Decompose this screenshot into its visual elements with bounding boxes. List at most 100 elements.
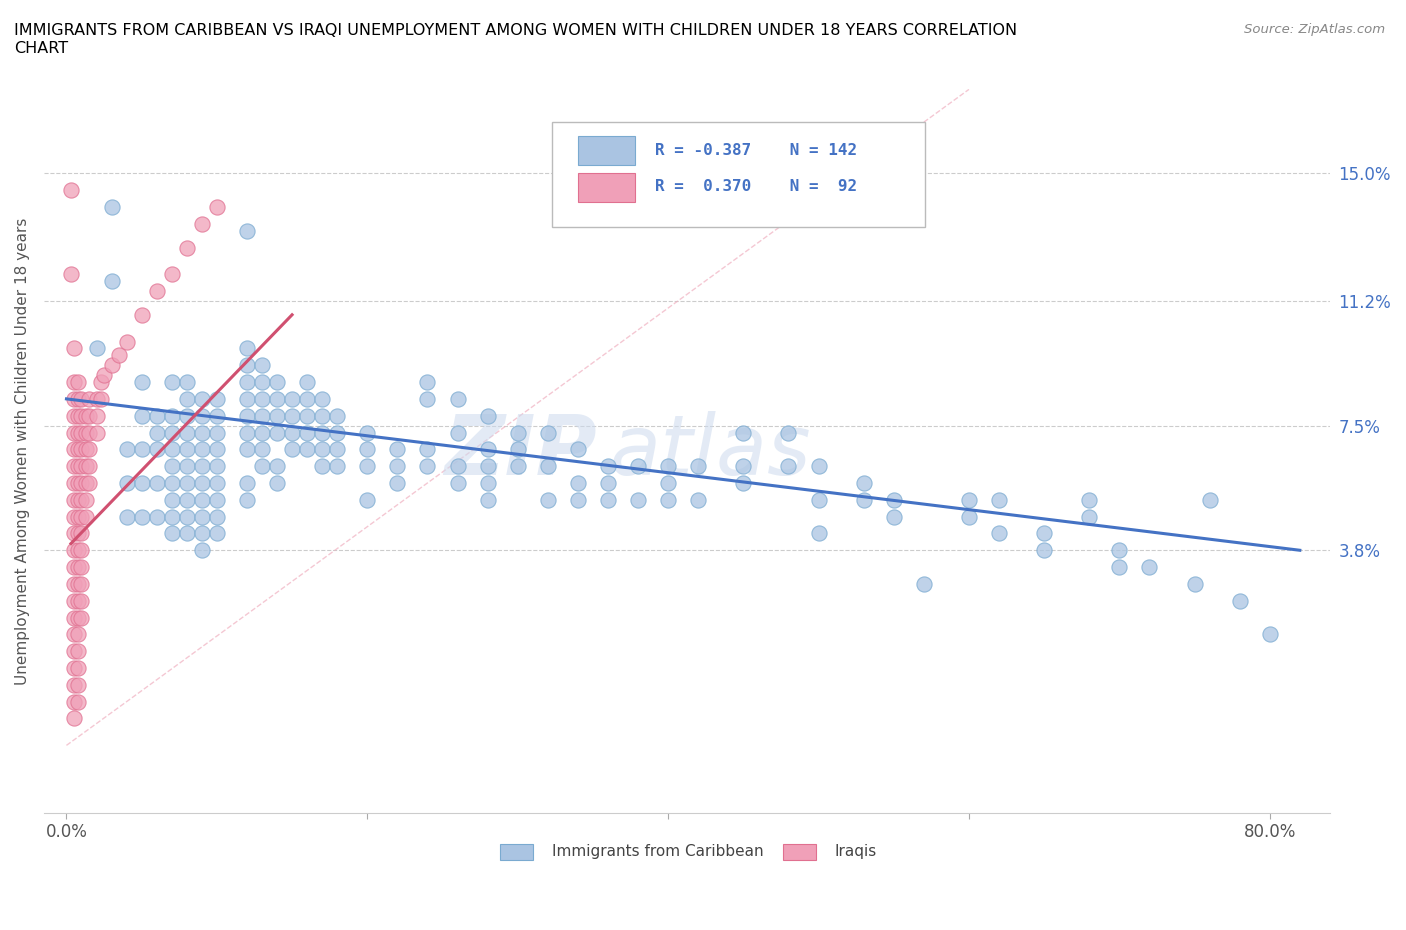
Point	[1033, 543, 1056, 558]
Point	[883, 492, 905, 507]
Point	[236, 392, 259, 406]
Point	[311, 408, 333, 423]
Point	[77, 442, 100, 457]
Point	[77, 458, 100, 473]
Point	[446, 475, 468, 490]
Point	[807, 492, 830, 507]
Point	[160, 408, 183, 423]
Point	[387, 475, 409, 490]
Point	[356, 425, 378, 440]
Point	[63, 526, 86, 541]
Point	[250, 458, 273, 473]
Point	[176, 492, 198, 507]
Point	[326, 442, 349, 457]
Point	[988, 526, 1011, 541]
Point	[70, 560, 93, 575]
Point	[131, 475, 153, 490]
Point	[131, 307, 153, 322]
Text: Immigrants from Caribbean: Immigrants from Caribbean	[553, 844, 763, 859]
Point	[63, 644, 86, 658]
Point	[90, 375, 112, 390]
Y-axis label: Unemployment Among Women with Children Under 18 years: Unemployment Among Women with Children U…	[15, 218, 30, 684]
Point	[63, 560, 86, 575]
Point	[387, 442, 409, 457]
Point	[477, 475, 499, 490]
Point	[250, 442, 273, 457]
Point	[70, 408, 93, 423]
Point	[75, 475, 97, 490]
Point	[627, 458, 650, 473]
Point	[75, 510, 97, 525]
Point	[67, 660, 90, 675]
Point	[176, 458, 198, 473]
Point	[416, 392, 439, 406]
Point	[1229, 593, 1251, 608]
Point	[75, 458, 97, 473]
Point	[627, 492, 650, 507]
Point	[63, 475, 86, 490]
Point	[67, 442, 90, 457]
Point	[688, 492, 710, 507]
Point	[70, 492, 93, 507]
Point	[67, 560, 90, 575]
Point	[160, 458, 183, 473]
Point	[988, 492, 1011, 507]
Point	[446, 392, 468, 406]
Point	[63, 610, 86, 625]
Point	[75, 442, 97, 457]
Text: IMMIGRANTS FROM CARIBBEAN VS IRAQI UNEMPLOYMENT AMONG WOMEN WITH CHILDREN UNDER : IMMIGRANTS FROM CARIBBEAN VS IRAQI UNEMP…	[14, 23, 1017, 56]
Point	[131, 408, 153, 423]
Point	[191, 217, 214, 232]
Point	[1033, 526, 1056, 541]
Point	[778, 425, 800, 440]
Point	[176, 375, 198, 390]
Point	[236, 425, 259, 440]
Point	[191, 526, 214, 541]
Point	[86, 341, 108, 356]
Point	[326, 408, 349, 423]
Point	[70, 526, 93, 541]
Point	[1078, 492, 1101, 507]
Point	[75, 492, 97, 507]
Point	[236, 375, 259, 390]
Point	[537, 458, 560, 473]
Point	[160, 475, 183, 490]
Point	[266, 375, 288, 390]
Point	[145, 442, 167, 457]
Point	[326, 458, 349, 473]
Point	[100, 200, 122, 215]
Point	[205, 526, 228, 541]
Point	[1108, 543, 1130, 558]
Point	[160, 375, 183, 390]
Text: Source: ZipAtlas.com: Source: ZipAtlas.com	[1244, 23, 1385, 36]
Point	[63, 627, 86, 642]
Point	[1078, 510, 1101, 525]
Point	[733, 425, 755, 440]
Point	[145, 475, 167, 490]
Point	[176, 408, 198, 423]
Point	[63, 660, 86, 675]
Point	[191, 458, 214, 473]
Point	[70, 425, 93, 440]
Point	[205, 392, 228, 406]
Point	[191, 408, 214, 423]
Point	[131, 375, 153, 390]
Point	[63, 458, 86, 473]
Point	[63, 711, 86, 726]
Point	[63, 510, 86, 525]
Point	[63, 593, 86, 608]
Point	[67, 425, 90, 440]
Point	[67, 458, 90, 473]
Point	[70, 475, 93, 490]
Point	[236, 492, 259, 507]
Point	[446, 458, 468, 473]
Point	[67, 526, 90, 541]
Point	[1184, 577, 1206, 591]
Point	[1139, 560, 1161, 575]
Point	[93, 368, 115, 383]
Text: atlas: atlas	[610, 410, 811, 492]
Point	[506, 442, 529, 457]
Bar	[578, 137, 636, 166]
Point	[160, 425, 183, 440]
Point	[70, 543, 93, 558]
